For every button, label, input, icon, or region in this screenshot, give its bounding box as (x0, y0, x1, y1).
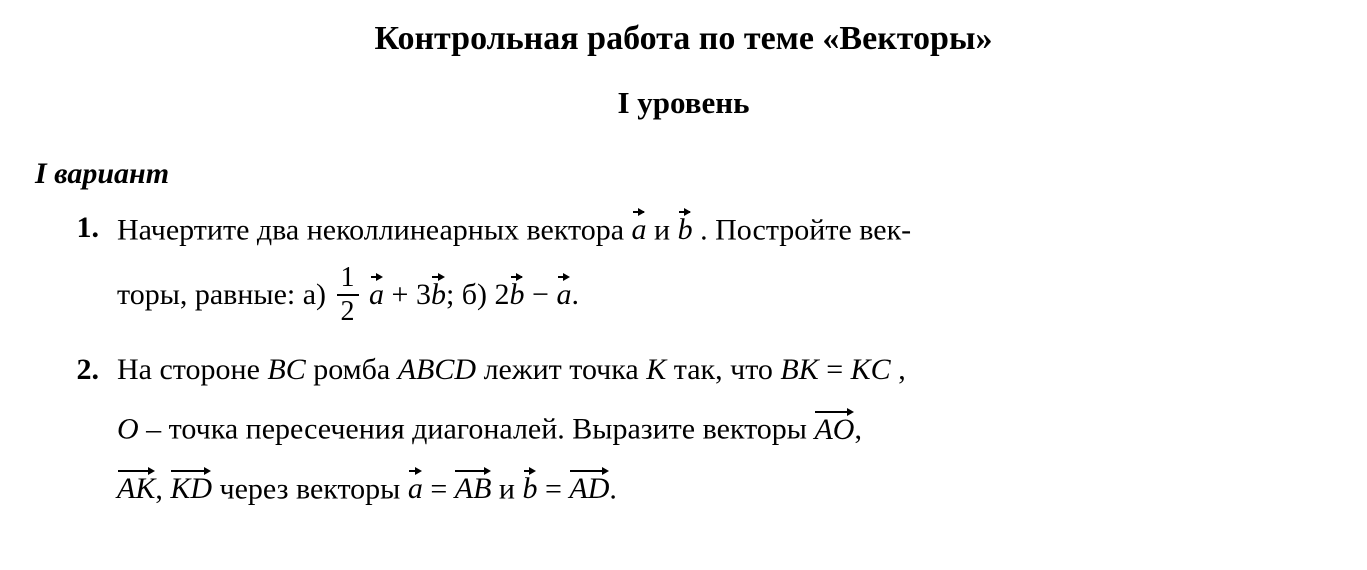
vector-a-icon: a (556, 270, 571, 316)
text: , (155, 472, 170, 505)
vector-AD-label: AD (569, 472, 609, 505)
problem-2-body: На стороне BC ромба ABCD лежит точка K т… (117, 348, 1332, 511)
vector-AD-icon: AD (569, 465, 609, 511)
vector-AB-label: AB (455, 472, 492, 505)
segment-BC: BC (267, 353, 305, 386)
page-title: Контрольная работа по теме «Векторы» (35, 14, 1332, 63)
vector-a-icon: a (632, 206, 647, 252)
vector-AK-label: AK (117, 472, 155, 505)
text: – точка пересечения диагоналей. Выразите… (146, 413, 814, 446)
problem-2-line-1: На стороне BC ромба ABCD лежит точка K т… (117, 348, 1332, 392)
rhombus-ABCD: ABCD (398, 353, 476, 386)
problem-1: 1. Начертите два неколлинеарных вектора … (35, 206, 1332, 338)
problem-2-line-3: AK , KD через векторы a = AB (117, 465, 1332, 511)
segment-KC: KC (851, 353, 891, 386)
text: . (571, 278, 579, 311)
problems-list: 1. Начертите два неколлинеарных вектора … (35, 206, 1332, 511)
vector-b-icon: b (522, 465, 537, 511)
vector-AK-icon: AK (117, 465, 155, 511)
vector-a-icon: a (408, 465, 423, 511)
text: торы, равные: а) (117, 278, 334, 311)
text: = (826, 353, 850, 386)
vector-a-label: a (369, 278, 384, 311)
level-label: I уровень (35, 81, 1332, 126)
vector-b-icon: b (510, 270, 525, 316)
text: . (609, 472, 617, 505)
vector-b-label: b (510, 278, 525, 311)
vector-KD-label: KD (170, 472, 212, 505)
text: , (898, 353, 906, 386)
text: + 3 (392, 278, 431, 311)
vector-AO-label: AO (814, 413, 854, 446)
text: ромба (313, 353, 398, 386)
variant-label: I вариант (35, 152, 1332, 196)
vector-KD-icon: KD (170, 465, 212, 511)
fraction-numerator: 1 (337, 264, 359, 292)
text: На стороне (117, 353, 267, 386)
page: Контрольная работа по теме «Векторы» I у… (0, 0, 1367, 511)
vector-AB-icon: AB (455, 465, 492, 511)
vector-b-label: b (522, 472, 537, 505)
vector-a-label: a (408, 472, 423, 505)
problem-1-body: Начертите два неколлинеарных вектора a и… (117, 206, 1332, 338)
problem-1-number: 1. (35, 206, 117, 250)
problem-1-line-1: Начертите два неколлинеарных вектора a и… (117, 206, 1332, 252)
point-O: O (117, 413, 139, 446)
vector-b-icon: b (431, 270, 446, 316)
point-K: K (646, 353, 666, 386)
text: Начертите два неколлинеарных вектора (117, 213, 632, 246)
segment-BK: BK (780, 353, 818, 386)
text: и (654, 213, 678, 246)
text: , (854, 413, 862, 446)
text: через векторы (220, 472, 408, 505)
text: ; б) 2 (446, 278, 510, 311)
fraction-denominator: 2 (337, 298, 359, 326)
text: и (499, 472, 523, 505)
text: так, что (674, 353, 781, 386)
problem-2-line-2: O – точка пересечения диагоналей. Вырази… (117, 405, 1332, 451)
text: = (545, 472, 569, 505)
vector-a-label: a (632, 213, 647, 246)
vector-a-icon: a (369, 270, 384, 316)
problem-2-number: 2. (35, 348, 117, 392)
text: − (525, 278, 557, 311)
problem-2: 2. На стороне BC ромба ABCD лежит точка … (35, 348, 1332, 511)
vector-a-label: a (556, 278, 571, 311)
vector-b-label: b (678, 213, 693, 246)
vector-AO-icon: AO (814, 405, 854, 451)
vector-b-icon: b (678, 206, 693, 252)
text: = (430, 472, 454, 505)
problem-1-line-2: торы, равные: а) 1 2 a + 3 b ; б) 2 (117, 266, 1332, 328)
text: . Постройте век- (700, 213, 911, 246)
text: лежит точка (484, 353, 647, 386)
fraction-half: 1 2 (337, 264, 359, 326)
vector-b-label: b (431, 278, 446, 311)
